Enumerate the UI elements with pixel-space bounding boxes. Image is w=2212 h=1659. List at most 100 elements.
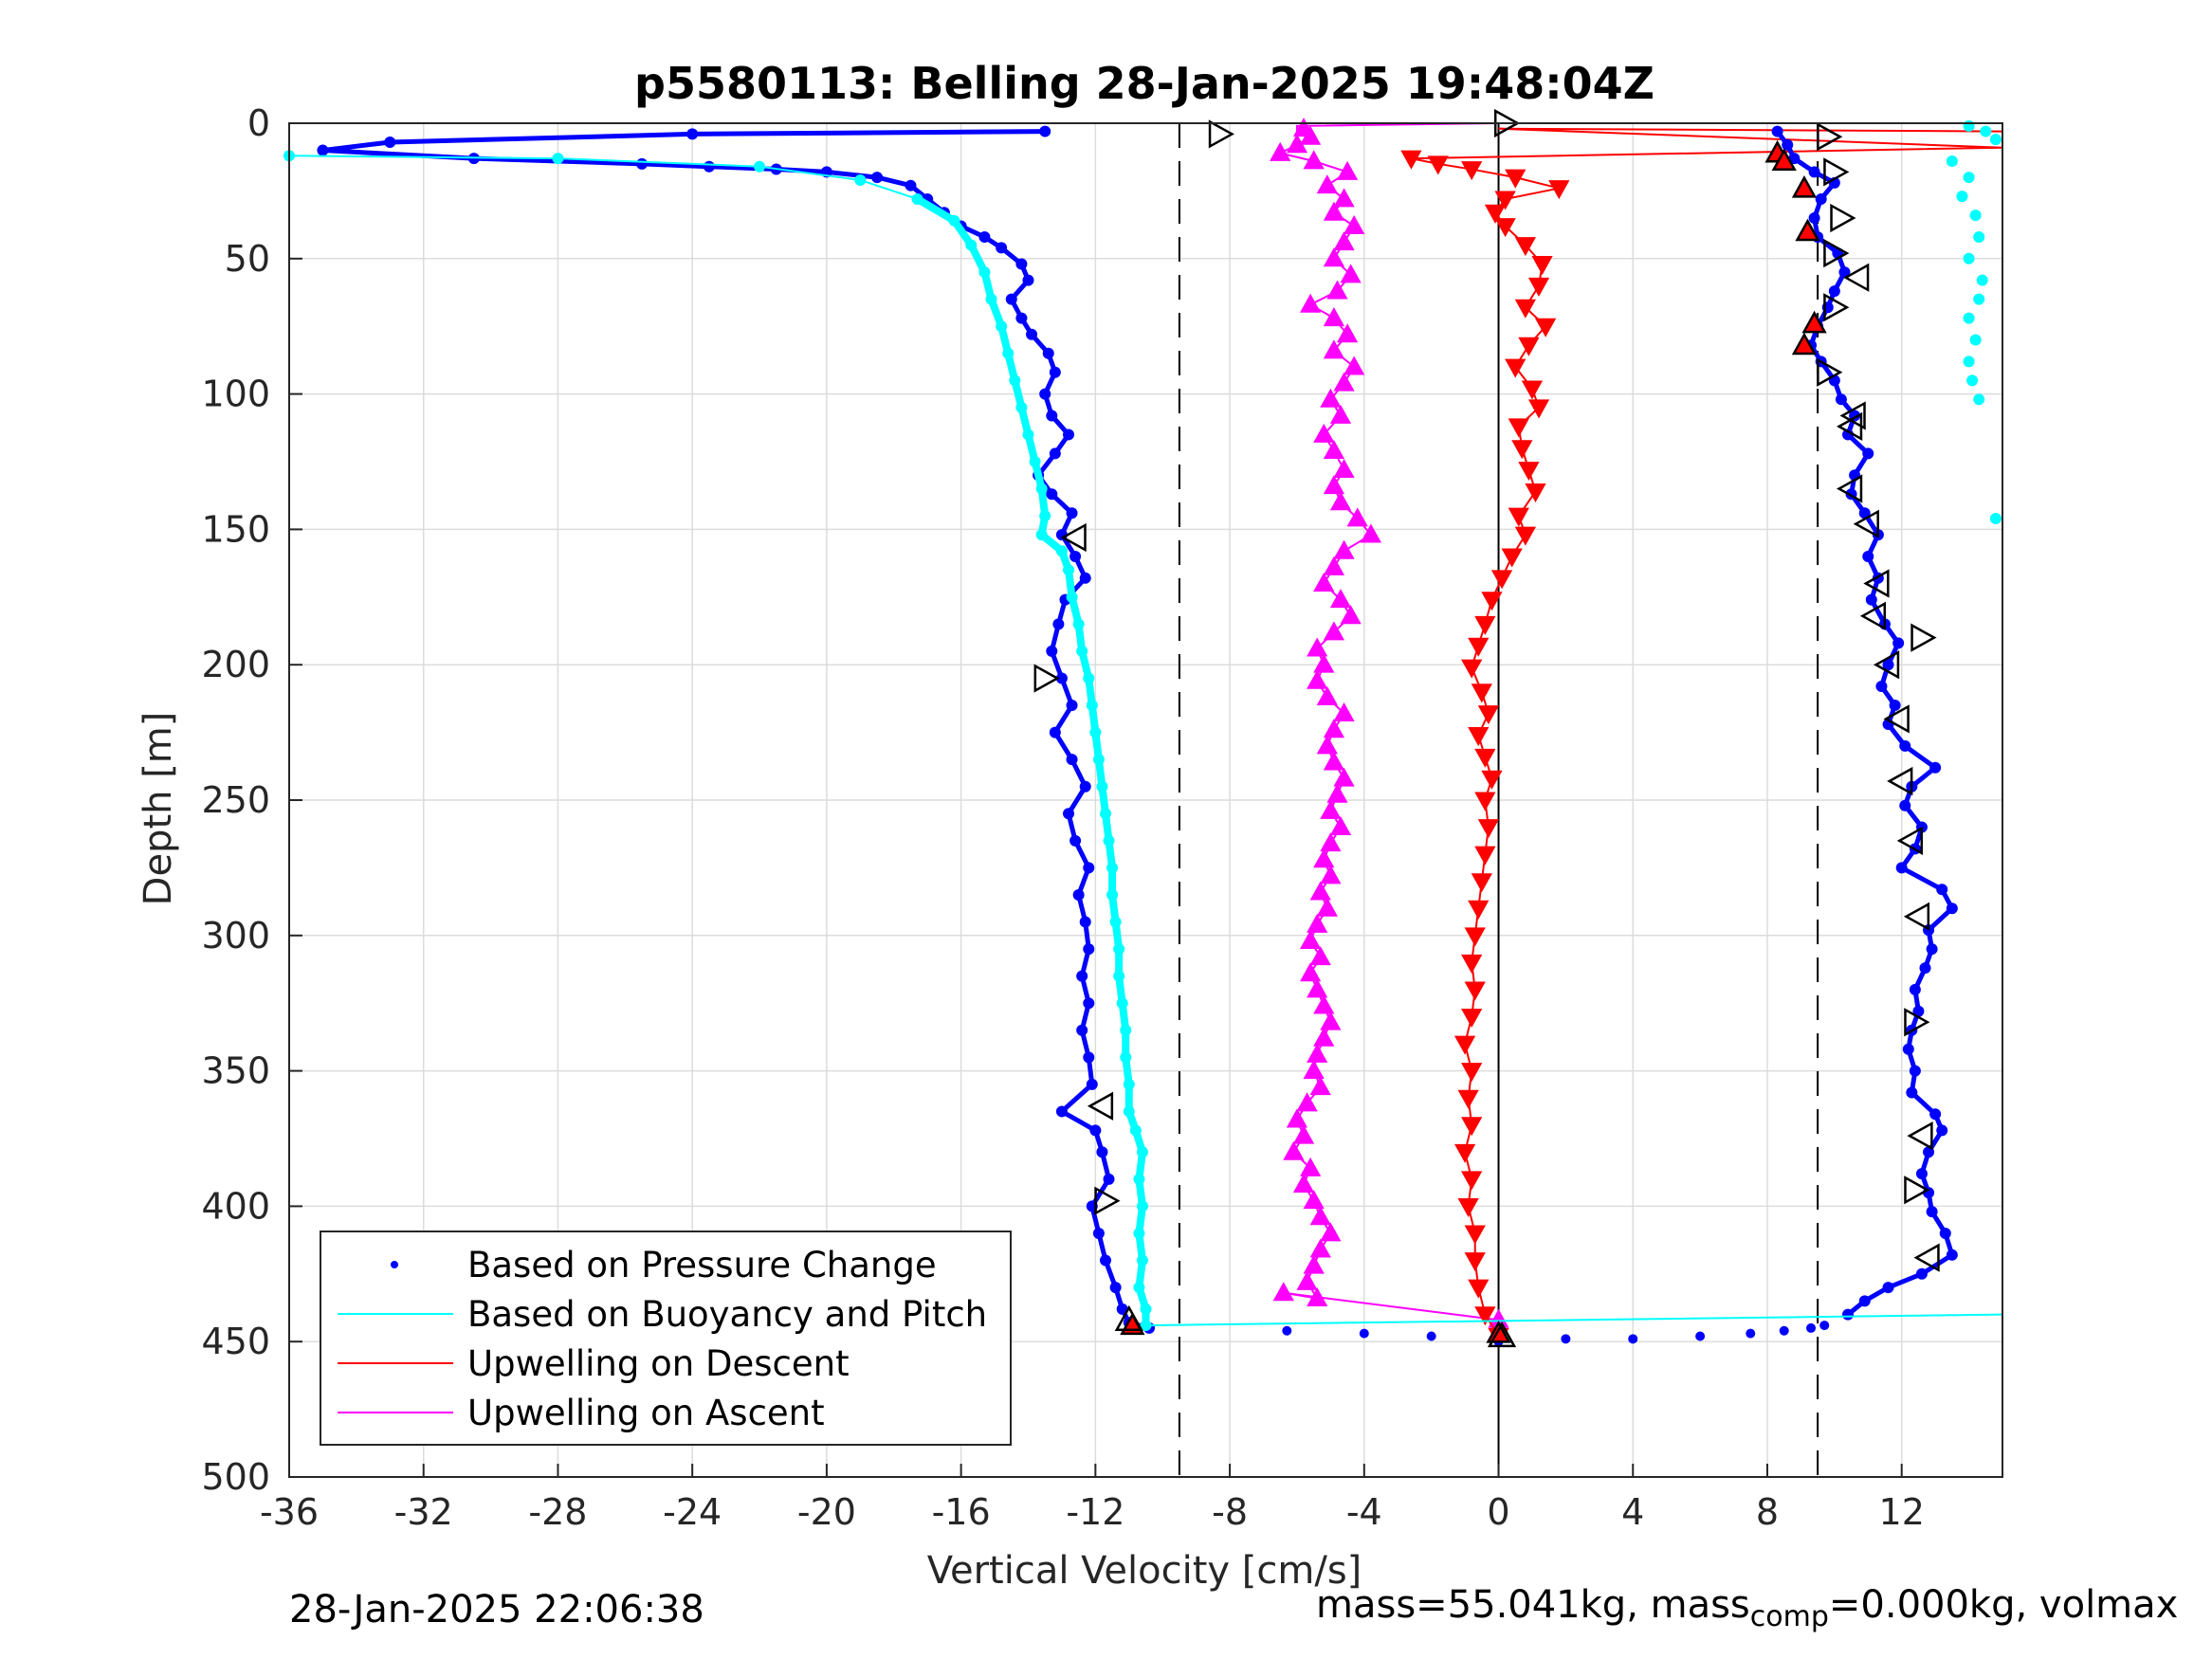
x-tick-label: -12 [1066, 1491, 1124, 1533]
upwelling-ascent-point [1326, 783, 1348, 803]
buoyancy-descent-point [1136, 1146, 1148, 1158]
buoyancy-descent-point [1106, 862, 1119, 874]
pressure-descent-point [317, 144, 329, 156]
upwelling-ascent-point [1313, 1027, 1335, 1047]
upwelling-descent-point [1548, 180, 1570, 200]
pressure-descent-trace [322, 129, 1150, 1331]
upwelling-ascent-point [1329, 491, 1352, 511]
pressure-descent-point [1083, 1051, 1095, 1064]
upwelling-descent-point [1474, 792, 1496, 811]
upwelling-ascent-point [1303, 1190, 1325, 1210]
upwelling-ascent-point [1292, 1173, 1315, 1194]
upwelling-ascent-point [1296, 1270, 1318, 1290]
buoyancy-descent-point [1009, 374, 1021, 387]
upwelling-descent-point [1468, 727, 1490, 747]
upwelling-descent-point [1481, 770, 1503, 790]
buoyancy-descent-point [911, 192, 923, 205]
upwelling-descent-point [1461, 1171, 1483, 1191]
flag-marker [1830, 203, 1856, 233]
legend-swatch [391, 1261, 398, 1268]
upwelling-descent-point [1457, 1197, 1479, 1217]
upwelling-ascent-point [1320, 388, 1342, 408]
upwelling-ascent-point [1333, 372, 1355, 392]
flag-marker [1114, 1304, 1143, 1332]
buoyancy-descent-point [1129, 1124, 1142, 1137]
y-tick-label: 250 [201, 779, 270, 821]
pressure-descent-point [871, 172, 884, 184]
upwelling-descent-point [1461, 1009, 1483, 1029]
upwelling-ascent-point [1313, 423, 1335, 443]
upwelling-descent-point [1464, 981, 1486, 1001]
pressure-descent-point [1022, 274, 1034, 286]
flag-marker [1487, 1321, 1517, 1348]
footer-mass-sub: comp [1749, 1600, 1829, 1633]
pressure-bottom-point [1806, 1322, 1817, 1333]
upwelling-ascent-point [1313, 848, 1335, 868]
pressure-descent-point [1026, 328, 1038, 340]
upwelling-ascent-point [1333, 539, 1355, 559]
buoyancy-descent-point [1066, 591, 1078, 603]
upwelling-descent-point [1461, 1063, 1483, 1083]
pressure-ascent-point [1828, 285, 1840, 298]
upwelling-descent-point [1494, 218, 1516, 238]
upwelling-descent-point [1461, 954, 1483, 974]
upwelling-descent-point [1484, 204, 1507, 224]
pressure-ascent-point [1926, 1206, 1938, 1218]
y-tick-label: 500 [201, 1456, 270, 1498]
pressure-bottom-point [1359, 1328, 1369, 1339]
upwelling-descent-point [1477, 705, 1500, 725]
upwelling-ascent-point [1323, 201, 1345, 221]
buoyancy-descent-point [1109, 916, 1122, 928]
pressure-descent-point [1055, 672, 1068, 684]
upwelling-ascent-point [1316, 897, 1338, 917]
pressure-descent-point [1055, 1105, 1068, 1118]
buoyancy-descent-point [1140, 1303, 1152, 1315]
pressure-descent-point [686, 128, 699, 140]
buoyancy-descent-point [1116, 997, 1128, 1010]
pressure-descent-point [1046, 488, 1058, 501]
pressure-descent-point [1039, 388, 1051, 400]
upwelling-descent-line [1411, 127, 2003, 160]
upwelling-descent-point [1471, 873, 1492, 893]
flag-marker [1087, 1091, 1114, 1121]
upwelling-descent-point [1527, 277, 1550, 297]
upwelling-ascent-point [1323, 247, 1345, 267]
flag-marker [1903, 902, 1930, 931]
upwelling-descent-point [1505, 358, 1526, 378]
pressure-descent-point [1063, 808, 1075, 820]
upwelling-descent-point [1490, 570, 1513, 590]
upwelling-descent-point [1464, 1225, 1486, 1245]
pressure-ascent-point [1939, 1227, 1951, 1239]
buoyancy-descent-point [1103, 834, 1115, 847]
buoyancy-descent-point [1096, 780, 1108, 793]
legend-box [320, 1231, 1012, 1446]
upwelling-ascent-point [1307, 913, 1328, 933]
buoyancy-descent-point [996, 320, 1008, 333]
buoyancy-ascent-point [1963, 356, 1975, 368]
buoyancy-ascent-point [1969, 334, 1982, 346]
x-tick-label: -20 [797, 1491, 856, 1533]
footer-mass-prefix: mass=55.041kg, mass [1316, 1583, 1750, 1627]
buoyancy-descent-point [1123, 1078, 1135, 1090]
pressure-descent-point [1042, 347, 1054, 359]
buoyancy-ascent-point [1963, 312, 1975, 324]
pressure-ascent-point [1936, 1124, 1948, 1137]
pressure-bottom-point [1628, 1334, 1638, 1344]
pressure-bottom-point [1779, 1325, 1789, 1336]
upwelling-ascent-point [1316, 685, 1338, 705]
upwelling-ascent-point [1286, 134, 1308, 154]
upwelling-ascent-point [1272, 1282, 1294, 1302]
pressure-descent-point [636, 157, 649, 170]
pressure-descent-point [1049, 447, 1061, 460]
buoyancy-descent-point [1136, 1200, 1148, 1212]
upwelling-ascent-point [1309, 881, 1331, 901]
upwelling-ascent-point [1320, 865, 1342, 884]
upwelling-ascent-point [1329, 815, 1352, 836]
buoyancy-descent-point [1123, 1105, 1135, 1118]
pressure-descent-point [1046, 645, 1058, 657]
flag-marker [1859, 601, 1887, 630]
pressure-ascent-point [1889, 700, 1901, 712]
flag-marker [1843, 263, 1870, 292]
flag-marker [1817, 122, 1843, 152]
buoyancy-descent-point [1133, 1173, 1145, 1185]
